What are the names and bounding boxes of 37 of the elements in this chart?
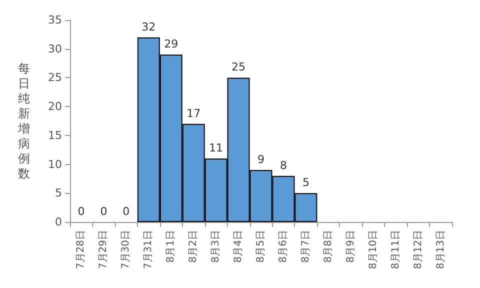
y-tick-label: 20 — [48, 100, 62, 114]
x-tick-label: 7月28日 — [76, 230, 87, 270]
data-label: 29 — [164, 38, 178, 51]
data-label: 5 — [302, 176, 310, 190]
x-tick-label: 7月31日 — [143, 230, 154, 270]
data-label: 8 — [280, 158, 287, 172]
data-label: 17 — [186, 106, 201, 120]
x-tick-label: 8月9日 — [345, 230, 356, 263]
x-tick-label: 8月13日 — [435, 230, 446, 270]
data-label: 25 — [232, 60, 246, 74]
x-tick-label: 8月4日 — [233, 230, 244, 263]
y-tick-label: 0 — [55, 216, 62, 228]
y-tick-label: 35 — [48, 14, 62, 26]
y-tick-label: 15 — [48, 128, 62, 142]
x-tick-label: 8月11日 — [390, 230, 402, 270]
y-axis-title: 每日纯新增病例数 — [17, 62, 30, 180]
y-tick-label: 30 — [48, 42, 62, 56]
x-tick-label: 8月2日 — [188, 230, 200, 263]
x-tick-label: 7月29日 — [98, 230, 110, 270]
data-label: 11 — [209, 142, 224, 155]
data-label: 32 — [142, 20, 156, 34]
x-tick-label: 8月6日 — [278, 230, 289, 263]
data-label: 9 — [258, 153, 264, 166]
x-tick-label: 8月5日 — [256, 230, 266, 263]
y-tick-label: 10 — [48, 158, 62, 171]
x-tick-label: 8月1日 — [166, 230, 177, 263]
x-tick-label: 8月12日 — [412, 230, 424, 270]
x-tick-label: 8月10日 — [368, 230, 379, 270]
data-label: 0 — [122, 205, 130, 218]
x-tick-label: 8月8日 — [322, 230, 334, 263]
x-tick-label: 8月7日 — [300, 230, 312, 263]
x-tick-label: 7月30日 — [120, 230, 132, 270]
data-label: 0 — [78, 205, 85, 218]
x-tick-label: 8月3日 — [210, 230, 222, 263]
y-tick-label: 25 — [48, 71, 62, 84]
y-tick-label: 5 — [55, 186, 62, 200]
data-label: 0 — [100, 205, 108, 218]
